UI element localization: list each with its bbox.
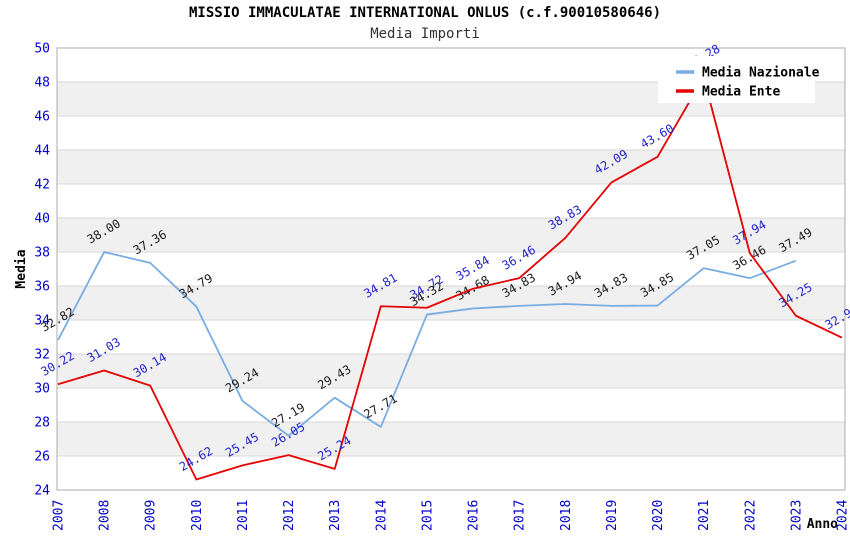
x-tick-label: 2012	[282, 500, 297, 531]
x-tick-label: 2013	[328, 500, 343, 531]
x-tick-label: 2024	[836, 500, 850, 531]
y-axis-ticks: 24 26 28 30 32 34 36 38 40 42 44 46 48 50	[34, 42, 50, 499]
plot-border	[56, 47, 846, 491]
plot-band	[57, 320, 845, 354]
y-tick-label: 40	[34, 212, 50, 227]
legend-item-media-ente: Media Ente	[676, 85, 780, 100]
legend: Media Nazionale Media Ente	[658, 56, 820, 103]
y-tick-label: 48	[34, 76, 50, 91]
y-tick-label: 34	[34, 314, 50, 329]
y-tick-label: 28	[34, 416, 50, 431]
x-tick-label: 2020	[651, 500, 666, 531]
plot-band	[57, 184, 845, 218]
plot-band	[57, 388, 845, 422]
x-tick-label: 2015	[420, 500, 435, 531]
y-tick-label: 36	[34, 280, 50, 295]
x-tick-label: 2009	[144, 500, 159, 531]
plot-band	[57, 218, 845, 252]
x-tick-label: 2014	[374, 500, 389, 531]
plot-band	[57, 252, 845, 286]
y-tick-label: 38	[34, 246, 50, 261]
x-tick-label: 2011	[236, 500, 251, 531]
plot-bands	[57, 48, 845, 490]
x-tick-label: 2022	[743, 500, 758, 531]
x-tick-label: 2016	[467, 500, 482, 531]
y-axis-title: Media	[14, 249, 29, 288]
x-tick-label: 2019	[605, 500, 620, 531]
chart-subtitle: Media Importi	[370, 26, 480, 42]
plot-band	[57, 286, 845, 320]
x-axis-ticks: 2007 2008 2009 2010 2011 2012 2013 2014 2015 2016…	[52, 500, 850, 531]
y-tick-label: 24	[34, 484, 50, 499]
plot-band	[57, 422, 845, 456]
x-tick-label: 2018	[559, 500, 574, 531]
x-tick-label: 2010	[190, 500, 205, 531]
plot-band	[57, 150, 845, 184]
x-tick-label: 2007	[52, 500, 67, 531]
plot-band	[57, 116, 845, 150]
plot-band	[57, 456, 845, 490]
y-tick-label: 44	[34, 144, 50, 159]
x-tick-label: 2021	[697, 500, 712, 531]
y-tick-label: 30	[34, 382, 50, 397]
y-tick-label: 32	[34, 348, 50, 363]
legend-label: Media Nazionale	[702, 66, 820, 81]
chart-title: MISSIO IMMACULATAE INTERNATIONAL ONLUS (…	[188, 5, 661, 21]
x-tick-label: 2017	[513, 500, 528, 531]
plot-band	[57, 354, 845, 388]
legend-background	[658, 56, 815, 103]
y-tick-label: 50	[34, 42, 50, 57]
x-axis-title: Anno	[807, 517, 838, 532]
x-tick-label: 2008	[98, 500, 113, 531]
y-tick-label: 26	[34, 450, 50, 465]
legend-label: Media Ente	[702, 85, 780, 100]
x-tick-label: 2023	[789, 500, 804, 531]
y-tick-label: 42	[34, 178, 50, 193]
y-tick-label: 46	[34, 110, 50, 125]
chart-line-media-nazionale	[57, 251, 797, 437]
chart-line-media-ente	[57, 76, 843, 481]
legend-item-media-nazionale: Media Nazionale	[676, 66, 820, 81]
